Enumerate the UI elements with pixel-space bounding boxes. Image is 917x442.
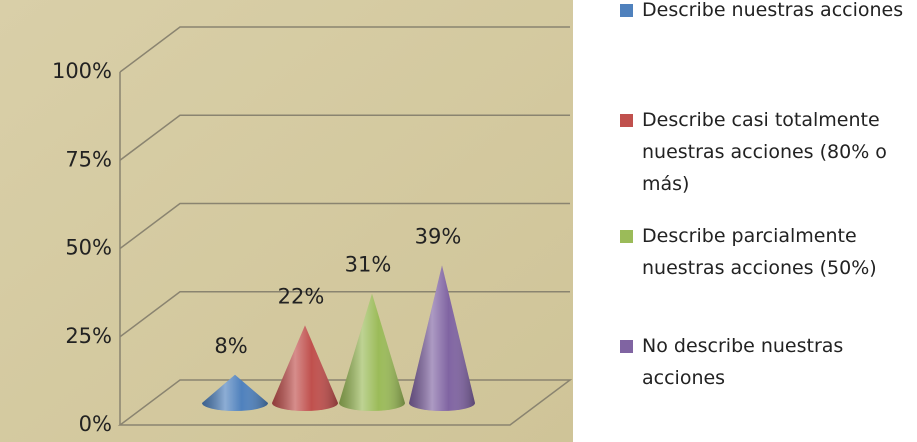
legend-swatch <box>620 340 633 353</box>
y-tick-label: 25% <box>65 324 112 348</box>
data-label: 31% <box>345 253 392 277</box>
y-tick-label: 75% <box>65 147 112 171</box>
grid-line <box>119 202 570 250</box>
data-label: 22% <box>278 284 325 308</box>
legend-swatch <box>620 114 633 127</box>
legend-label: Describe casi totalmente nuestras accion… <box>642 109 887 195</box>
grid-line <box>119 26 570 73</box>
plot-background <box>0 0 573 442</box>
y-tick-label: 50% <box>65 236 112 260</box>
legend-label: Describe nuestras acciones <box>642 0 904 21</box>
cone-shade <box>339 293 405 411</box>
legend-label: Describe parcialmente nuestras acciones … <box>642 225 877 279</box>
y-tick-label: 100% <box>52 59 112 83</box>
cone-shade <box>409 265 475 411</box>
legend-swatch <box>620 230 633 243</box>
legend-swatch <box>620 4 633 17</box>
chart: 0% 25% 50% 75% 100% 8% 22% 31% 39% <box>0 0 573 442</box>
cone-shade <box>272 325 338 411</box>
y-tick-label: 0% <box>79 412 112 436</box>
legend-label: No describe nuestras acciones <box>642 335 844 389</box>
data-label: 8% <box>214 334 247 358</box>
floor <box>117 379 573 426</box>
data-label: 39% <box>415 224 462 248</box>
legend: Describe nuestras acciones Describe casi … <box>620 0 917 442</box>
grid-line <box>119 114 570 161</box>
cone-shade <box>202 374 268 411</box>
